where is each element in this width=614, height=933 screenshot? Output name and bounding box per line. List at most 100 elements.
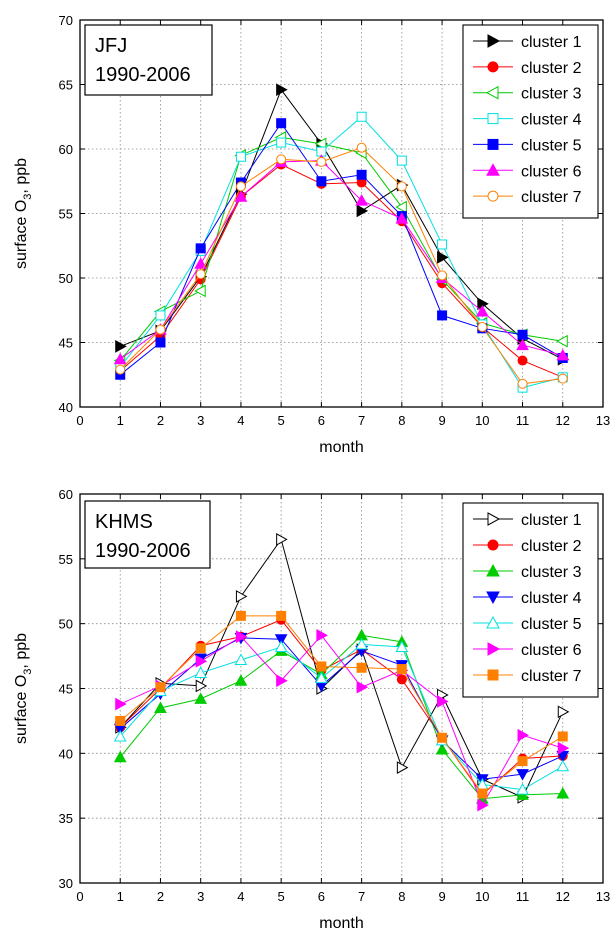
y-tick-label: 45: [59, 336, 73, 351]
data-point: [194, 692, 208, 704]
legend-marker: [486, 563, 500, 577]
y-axis-label: surface O3, ppb: [13, 633, 34, 744]
y-tick-label: 70: [59, 13, 73, 28]
x-tick-label: 6: [318, 889, 325, 904]
data-point: [517, 329, 528, 340]
y-tick-label: 60: [59, 487, 73, 502]
y-tick-label: 35: [59, 811, 73, 826]
y-tick-label: 50: [59, 271, 73, 286]
x-tick-label: 9: [438, 889, 445, 904]
data-point: [516, 769, 529, 781]
legend-label: cluster 3: [521, 564, 582, 581]
legend-label: cluster 5: [521, 616, 582, 633]
data-point: [235, 610, 246, 621]
legend-label: cluster 1: [521, 512, 582, 529]
legend-item: cluster 6: [473, 163, 582, 180]
legend-marker: [487, 113, 499, 125]
y-axis-label-unit: , ppb: [13, 633, 30, 669]
data-point: [437, 270, 448, 281]
data-point: [115, 340, 127, 353]
data-point: [113, 750, 127, 763]
data-point: [356, 111, 367, 122]
data-point: [556, 759, 570, 772]
data-point: [276, 137, 287, 148]
legend-label: cluster 4: [521, 590, 582, 607]
legend-box: [462, 24, 599, 219]
x-tick-label: 13: [596, 413, 610, 428]
station-label: JFJ: [95, 35, 127, 57]
data-point: [396, 155, 407, 166]
legend: cluster 1 cluster 2 cluster 3 cluster 4 clus…: [462, 24, 599, 219]
data-point: [396, 181, 407, 192]
chart-1: 0 1 2 3 4 5 6 7 8 9 10 11 12 1340455055606570JFJ1990-…: [13, 13, 610, 456]
data-point: [195, 269, 206, 280]
data-point: [435, 742, 449, 755]
plot-frame: [79, 493, 604, 884]
series-line: [119, 116, 563, 389]
data-point: [115, 364, 126, 375]
data-point: [276, 83, 288, 97]
legend-marker: [486, 591, 500, 605]
x-tick-label: 8: [398, 889, 405, 904]
y-tick-label: 40: [59, 746, 73, 761]
data-point: [396, 674, 407, 685]
series-line: [119, 147, 563, 385]
legend-item: cluster 4: [473, 112, 582, 129]
data-point: [557, 731, 568, 742]
data-point: [475, 305, 489, 317]
data-point: [437, 695, 449, 708]
x-tick-label: 7: [358, 413, 365, 428]
data-point: [517, 355, 528, 366]
series-line: [119, 619, 563, 796]
data-point: [274, 640, 288, 653]
data-point: [517, 378, 528, 389]
data-point: [516, 338, 529, 351]
series-line: [119, 637, 563, 780]
period-label: 1990-2006: [95, 64, 191, 86]
x-tick-label: 2: [157, 413, 164, 428]
legend-marker: [487, 34, 501, 48]
legend-label: cluster 3: [521, 86, 582, 103]
data-point: [235, 151, 246, 162]
data-point: [557, 705, 570, 719]
series-line: [119, 615, 564, 795]
data-point: [557, 373, 568, 384]
legend-marker: [486, 163, 500, 176]
legend-label: cluster 1: [521, 34, 582, 51]
y-tick-label: 55: [59, 552, 73, 567]
data-point: [437, 251, 449, 264]
data-point: [154, 701, 167, 713]
y-axis-label-main: surface O: [13, 200, 30, 269]
data-point: [395, 200, 407, 214]
data-point: [477, 798, 489, 812]
legend-marker: [487, 138, 499, 150]
series-line: [119, 160, 563, 360]
legend-marker: [487, 642, 501, 656]
data-point: [115, 697, 127, 711]
legend-item: cluster 7: [473, 189, 582, 206]
series-line: [119, 163, 563, 378]
data-point: [194, 666, 208, 678]
data-point: [517, 728, 530, 742]
y-axis-label-unit: , ppb: [13, 158, 30, 194]
data-point: [155, 324, 166, 335]
data-point: [195, 243, 206, 254]
x-tick-label: 0: [76, 889, 83, 904]
x-axis-label: month: [319, 915, 363, 932]
x-tick-label: 5: [278, 889, 285, 904]
data-point: [396, 664, 407, 675]
series-cluster-7: [115, 142, 568, 389]
x-tick-label: 8: [398, 413, 405, 428]
series-cluster-5: [113, 637, 570, 795]
y-axis-label-sub: 3: [22, 669, 34, 675]
legend-label: cluster 7: [521, 189, 582, 206]
plot-frame: [79, 19, 604, 408]
legend-marker: [486, 615, 500, 629]
data-point: [235, 590, 248, 603]
data-point: [234, 653, 248, 665]
data-point: [316, 661, 327, 672]
x-tick-label: 11: [516, 889, 530, 904]
series-line: [120, 634, 563, 807]
data-point: [234, 190, 248, 202]
